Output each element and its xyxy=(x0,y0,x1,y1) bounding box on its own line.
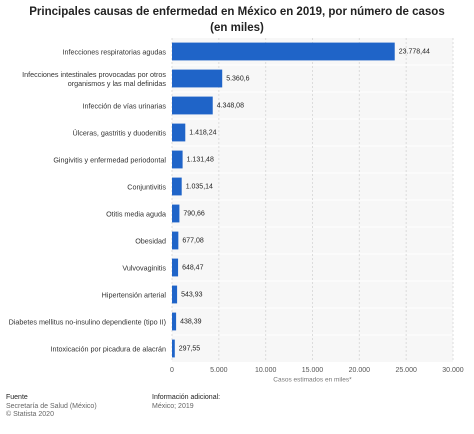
value-label: 1.131,48 xyxy=(187,156,214,163)
bar xyxy=(172,339,175,358)
value-label: 1.035,14 xyxy=(186,183,213,190)
bar xyxy=(172,42,395,61)
x-tick-label: 30.000 xyxy=(442,367,464,374)
y-tick-label: Infección de vías urinarias xyxy=(82,101,167,110)
value-label: 438,39 xyxy=(180,318,202,325)
value-label: 4.348,08 xyxy=(217,102,244,109)
y-tick-label: Conjuntivitis xyxy=(127,182,166,191)
x-tick-label: 25.000 xyxy=(395,367,417,374)
x-tick-label: 20.000 xyxy=(349,367,371,374)
bar xyxy=(172,123,186,142)
value-label: 297,55 xyxy=(179,345,201,352)
value-label: 23.778,44 xyxy=(399,48,430,55)
bar xyxy=(172,69,223,88)
y-tick-label: Diabetes mellitus no-insulino dependient… xyxy=(8,317,166,326)
bar xyxy=(172,258,179,277)
x-axis-title: Casos estimados en miles* xyxy=(273,377,352,384)
y-tick-label: Gingivitis y enfermedad periodontal xyxy=(53,155,166,164)
x-tick-label: 10.000 xyxy=(255,367,277,374)
chart-title: Principales causas de enfermedad en Méxi… xyxy=(29,6,445,34)
y-tick-label: Infecciones intestinales provocadas por … xyxy=(22,69,166,88)
footer-source: Fuente Secretaría de Salud (México) © St… xyxy=(6,394,97,420)
source-title: Fuente xyxy=(6,394,28,401)
info-title: Información adicional: xyxy=(152,394,221,401)
footer-info: Información adicional: México; 2019 xyxy=(152,394,220,411)
x-tick-label: 0 xyxy=(170,367,174,374)
y-tick-label: Úlceras, gastritis y duodenitis xyxy=(72,128,166,137)
bar xyxy=(172,177,182,196)
bar xyxy=(172,150,183,169)
x-tick-label: 5.000 xyxy=(210,367,228,374)
bar xyxy=(172,231,179,250)
value-label: 5.360,6 xyxy=(226,75,249,82)
value-label: 543,93 xyxy=(181,291,203,298)
bar xyxy=(172,204,180,223)
value-label: 677,08 xyxy=(182,237,204,244)
bar xyxy=(172,312,177,331)
value-label: 648,47 xyxy=(182,264,204,271)
source: Secretaría de Salud (México) xyxy=(6,402,97,410)
value-label: 790,66 xyxy=(183,210,205,217)
y-tick-label: Otitis media aguda xyxy=(106,209,166,218)
bar xyxy=(172,285,178,304)
y-tick-label: Intoxicación por picadura de alacrán xyxy=(50,344,166,353)
y-tick-label: Obesidad xyxy=(135,236,166,245)
value-label: 1.418,24 xyxy=(189,129,216,136)
bar xyxy=(172,96,213,115)
y-tick-label: Hipertensión arterial xyxy=(101,290,166,299)
copyright: © Statista 2020 xyxy=(6,411,54,418)
y-tick-label: Infecciones respiratorias agudas xyxy=(62,47,166,56)
x-tick-label: 15.000 xyxy=(302,367,324,374)
y-tick-label: Vulvovaginitis xyxy=(122,263,166,272)
info: México; 2019 xyxy=(152,402,194,410)
